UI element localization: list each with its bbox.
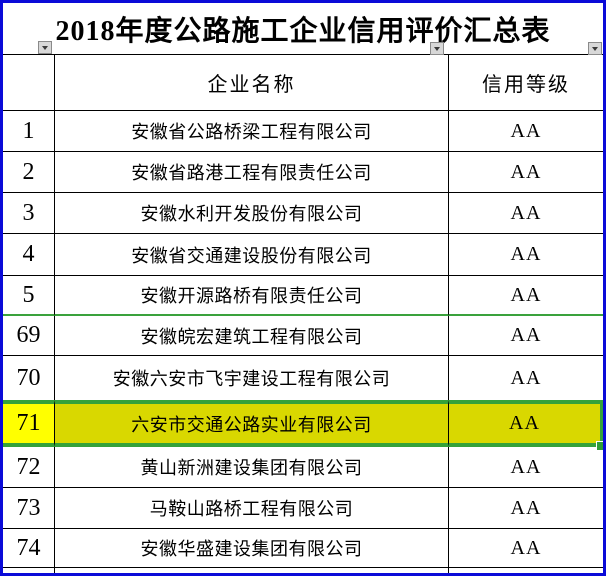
row-number-cell[interactable]: 3	[3, 193, 55, 234]
row-number-cell-label: 71	[16, 410, 41, 436]
company-name-cell-label: 安徽华盛建设集团有限公司	[140, 539, 363, 559]
selection-fill-handle[interactable]	[596, 441, 603, 451]
credit-rating-cell-label: AA	[510, 455, 542, 478]
credit-rating-cell-label: AA	[510, 366, 542, 389]
row-number-cell[interactable]: 1	[3, 111, 55, 152]
company-name-cell-label: 黄山新洲建设集团有限公司	[140, 458, 363, 478]
row-number-cell-label: 2	[22, 158, 35, 185]
company-name-cell[interactable]: 安徽水利开发股份有限公司	[55, 193, 449, 234]
filter-dropdown-button-company[interactable]	[430, 42, 444, 55]
credit-rating-cell[interactable]: AA	[449, 276, 603, 316]
row-number-cell[interactable]: 4	[3, 234, 55, 276]
filter-dropdown-button-index[interactable]	[38, 41, 52, 54]
row-number-cell-label: 72	[16, 453, 41, 480]
company-name-cell-label: 安徽六安市飞宇建设工程有限公司	[112, 369, 391, 389]
credit-rating-cell[interactable]: AA	[449, 447, 603, 488]
row-number-cell-label: 73	[16, 494, 41, 521]
row-number-cell[interactable]: 69	[3, 316, 55, 356]
row-number-cell-label: 70	[16, 364, 41, 391]
chevron-down-icon	[434, 46, 440, 51]
partial-row-cell[interactable]	[449, 568, 603, 573]
company-name-cell[interactable]: 六安市交通公路实业有限公司	[55, 400, 449, 447]
credit-rating-cell[interactable]: AA	[449, 111, 603, 152]
credit-rating-cell[interactable]: AA	[449, 152, 603, 193]
header-index-cell[interactable]	[3, 55, 55, 111]
row-number-cell[interactable]: 70	[3, 356, 55, 400]
credit-rating-cell-label: AA	[510, 536, 542, 559]
row-number-cell[interactable]: 74	[3, 529, 55, 568]
company-name-cell[interactable]: 安徽皖宏建筑工程有限公司	[55, 316, 449, 356]
row-number-cell[interactable]: 72	[3, 447, 55, 488]
row-number-cell-label: 4	[22, 241, 35, 267]
partial-row-cell[interactable]	[55, 568, 449, 573]
credit-rating-cell[interactable]: AA	[449, 488, 603, 529]
company-name-cell-label: 安徽开源路桥有限责任公司	[140, 286, 363, 306]
company-name-cell-label: 六安市交通公路实业有限公司	[131, 414, 372, 435]
header-credit-rating-label: 信用等级	[482, 74, 570, 96]
credit-summary-table: 2018年度公路施工企业信用评价汇总表 企业名称 信用等级 1 安徽省公路桥梁工程…	[3, 3, 603, 573]
company-name-cell-label: 马鞍山路桥工程有限公司	[149, 499, 354, 519]
credit-rating-cell[interactable]: AA	[449, 316, 603, 356]
credit-rating-cell[interactable]: AA	[449, 400, 603, 447]
company-name-cell[interactable]: 安徽六安市飞宇建设工程有限公司	[55, 356, 449, 400]
company-name-cell[interactable]: 马鞍山路桥工程有限公司	[55, 488, 449, 529]
credit-rating-cell-label: AA	[510, 496, 542, 519]
row-number-cell-label: 5	[22, 281, 35, 308]
company-name-cell[interactable]: 安徽省交通建设股份有限公司	[55, 234, 449, 276]
credit-rating-cell[interactable]: AA	[449, 193, 603, 234]
credit-rating-cell-label: AA	[510, 201, 542, 224]
company-name-cell[interactable]: 安徽省路港工程有限责任公司	[55, 152, 449, 193]
company-name-cell-label: 安徽省路港工程有限责任公司	[131, 163, 372, 183]
header-company-name-label: 企业名称	[207, 74, 296, 96]
company-name-cell-label: 安徽省交通建设股份有限公司	[131, 245, 372, 266]
company-name-cell-label: 安徽皖宏建筑工程有限公司	[140, 326, 363, 347]
partial-row-cell[interactable]	[3, 568, 55, 573]
table-title: 2018年度公路施工企业信用评价汇总表	[55, 15, 551, 47]
credit-rating-cell[interactable]: AA	[449, 356, 603, 400]
company-name-cell-label: 安徽省公路桥梁工程有限公司	[131, 122, 372, 142]
header-credit-rating-cell[interactable]: 信用等级	[449, 55, 603, 111]
row-number-cell[interactable]: 5	[3, 276, 55, 316]
row-number-cell[interactable]: 2	[3, 152, 55, 193]
company-name-cell-label: 安徽水利开发股份有限公司	[140, 204, 363, 224]
chevron-down-icon	[592, 46, 598, 51]
credit-rating-cell-label: AA	[509, 412, 540, 434]
header-company-name-cell[interactable]: 企业名称	[55, 55, 449, 111]
credit-rating-cell-label: AA	[510, 324, 542, 346]
row-number-cell-label: 3	[22, 199, 35, 226]
row-number-cell-label: 69	[16, 322, 41, 348]
credit-rating-cell[interactable]: AA	[449, 529, 603, 568]
row-number-cell-label: 1	[22, 117, 35, 144]
chevron-down-icon	[42, 45, 48, 50]
company-name-cell[interactable]: 黄山新洲建设集团有限公司	[55, 447, 449, 488]
row-number-cell[interactable]: 73	[3, 488, 55, 529]
credit-rating-cell-label: AA	[510, 283, 542, 306]
company-name-cell[interactable]: 安徽开源路桥有限责任公司	[55, 276, 449, 316]
company-name-cell[interactable]: 安徽省公路桥梁工程有限公司	[55, 111, 449, 152]
credit-rating-cell-label: AA	[510, 243, 542, 265]
row-number-cell-label: 74	[16, 534, 41, 561]
filter-dropdown-button-rating[interactable]	[588, 42, 602, 55]
company-name-cell[interactable]: 安徽华盛建设集团有限公司	[55, 529, 449, 568]
table-title-cell[interactable]: 2018年度公路施工企业信用评价汇总表	[3, 3, 603, 55]
credit-rating-cell[interactable]: AA	[449, 234, 603, 276]
credit-rating-cell-label: AA	[510, 119, 542, 142]
credit-rating-cell-label: AA	[510, 160, 542, 183]
row-number-cell[interactable]: 71	[3, 400, 55, 447]
